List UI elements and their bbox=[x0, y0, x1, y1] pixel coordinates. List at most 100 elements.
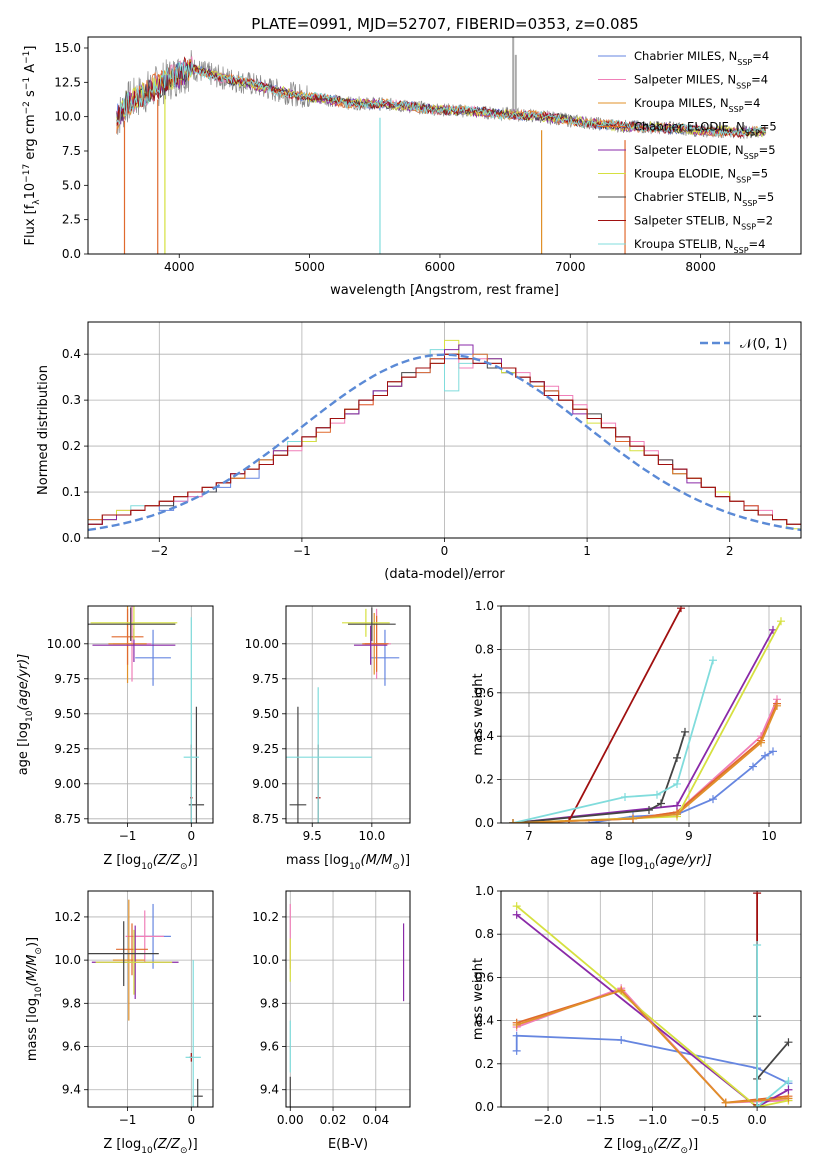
x-tick-label: −1.5 bbox=[586, 1113, 615, 1127]
residual-histogram-panel: −2 −1 0 1 2 0.0 0.1 0.2 0.3 0.4 (data-model)/error… bbox=[36, 321, 802, 582]
weight-line-chabrier_stelib bbox=[512, 731, 686, 823]
label-part: 10 bbox=[642, 1146, 654, 1156]
weight-line-salpeter_elodie bbox=[516, 914, 789, 1107]
y-tick-label: 0.8 bbox=[475, 642, 494, 656]
plot-area bbox=[88, 899, 203, 1107]
y-tick-label: 10.2 bbox=[54, 910, 81, 924]
y-tick-label: 10.00 bbox=[245, 637, 279, 651]
label-part: ] bbox=[23, 46, 38, 51]
y-tick-label: 0.0 bbox=[475, 1100, 494, 1114]
x-tick-label: −2.0 bbox=[533, 1113, 562, 1127]
weight-line-salpeter_elodie bbox=[512, 629, 774, 823]
weight-marker bbox=[777, 617, 785, 626]
legend-value: =4 bbox=[744, 96, 761, 110]
legend-sub: SSP bbox=[734, 246, 749, 255]
weight-line-kroupa_stelib bbox=[756, 945, 790, 1107]
weight-marker bbox=[645, 805, 653, 814]
label-part: age [log bbox=[16, 722, 31, 775]
y-tick-label: 5.0 bbox=[62, 178, 81, 192]
x-tick-label: 7000 bbox=[555, 260, 586, 274]
legend-sub: SSP bbox=[736, 81, 751, 90]
y-tick-label: 10.0 bbox=[54, 953, 81, 967]
plot-frame bbox=[285, 890, 411, 1108]
plot-frame bbox=[500, 890, 802, 1108]
legend-sub: SSP bbox=[737, 58, 752, 67]
y-tick-label: 9.75 bbox=[252, 672, 279, 686]
y-tick-label: 9.6 bbox=[62, 1040, 81, 1054]
label-part: (Z/Z bbox=[153, 1137, 181, 1152]
y-axis-label: mass [log10(M/M⊙)] bbox=[25, 937, 44, 1061]
weight-marker bbox=[681, 727, 689, 736]
plot-frame bbox=[87, 605, 214, 824]
model-spectrum-kroupa_elodie bbox=[116, 62, 766, 138]
x-axis-label: wavelength [Angstrom, rest frame] bbox=[330, 283, 559, 298]
x-axis-label: mass [log10(M/M⊙)] bbox=[286, 853, 410, 872]
legend-value: =4 bbox=[751, 73, 768, 87]
y-tick-label: 12.5 bbox=[54, 75, 81, 89]
legend-entry: Chabrier STELIB, NSSP=5 bbox=[634, 190, 774, 208]
plot-area bbox=[286, 607, 400, 823]
weight-marker bbox=[509, 819, 517, 823]
x-tick-label: −2 bbox=[150, 544, 168, 558]
y-tick-label: 10.0 bbox=[54, 110, 81, 124]
y-tick-label: 0.3 bbox=[62, 393, 81, 407]
x-tick-label: 2 bbox=[726, 544, 734, 558]
label-part: −17 bbox=[22, 164, 32, 183]
normal-curve bbox=[88, 353, 801, 532]
label-part: (age/yr)] bbox=[16, 654, 31, 711]
label-part: λ bbox=[32, 199, 42, 205]
y-tick-label: 0.0 bbox=[62, 247, 81, 261]
x-axis-label: Z [log10(Z/Z⊙)] bbox=[103, 1137, 197, 1156]
x-tick-label: 1 bbox=[583, 544, 591, 558]
y-tick-label: 1.0 bbox=[475, 884, 494, 898]
y-tick-label: 0.1 bbox=[62, 485, 81, 499]
label-part: Z [log bbox=[604, 1137, 642, 1152]
y-tick-label: 0.6 bbox=[475, 686, 494, 700]
label-part: erg cm bbox=[23, 114, 38, 163]
label-part: Z [log bbox=[103, 853, 141, 868]
label-part: ⊙ bbox=[392, 862, 400, 872]
age-vs-mass-panel: 9.5 10.0 8.75 9.00 9.25 9.50 9.75 10.00 mass [lo… bbox=[245, 605, 411, 872]
weight-marker bbox=[673, 801, 681, 810]
legend-entry: 𝒩(0, 1) bbox=[740, 337, 787, 352]
x-axis-label: Z [log10(Z/Z⊙)] bbox=[103, 853, 197, 872]
y-tick-label: 9.50 bbox=[252, 707, 279, 721]
legend-value: =4 bbox=[749, 237, 766, 251]
y-axis-label: age [log10(age/yr)] bbox=[16, 654, 35, 776]
y-tick-label: 0.6 bbox=[475, 970, 494, 984]
weight-marker bbox=[769, 747, 777, 756]
legend-name: Chabrier ELODIE, N bbox=[634, 120, 745, 134]
y-tick-label: 0.0 bbox=[475, 816, 494, 830]
plot-frame bbox=[87, 36, 802, 255]
mass-weight-vs-metallicity-panel: −2.0 −1.5 −1.0 −0.5 0.0 0.0 0.2 0.4 0.6 0.8 1.0 mas… bbox=[471, 884, 802, 1156]
y-tick-label: 9.6 bbox=[260, 1040, 279, 1054]
weight-marker bbox=[512, 1046, 521, 1055]
label-part: )] bbox=[400, 853, 410, 868]
x-axis-label: E(B-V) bbox=[328, 1137, 368, 1152]
legend-value: =5 bbox=[760, 120, 777, 134]
label-part: mass [log bbox=[286, 853, 349, 868]
weight-marker bbox=[512, 910, 521, 919]
y-axis-label: Flux [fλ10−17 erg cm−2 s−1 A−1] bbox=[22, 46, 42, 246]
weight-line-kroupa_elodie bbox=[516, 905, 789, 1107]
y-tick-label: 0.2 bbox=[475, 1057, 494, 1071]
label-part: )] bbox=[688, 1137, 698, 1152]
y-tick-label: 10.00 bbox=[47, 637, 81, 651]
label-part: )] bbox=[25, 937, 40, 947]
y-tick-label: 0.4 bbox=[62, 347, 81, 361]
label-part: 10 bbox=[141, 1146, 153, 1156]
x-axis-label: age [log10(age/yr)] bbox=[590, 853, 712, 872]
y-tick-label: 7.5 bbox=[62, 144, 81, 158]
plot-area bbox=[512, 891, 793, 1107]
weight-line-kroupa_elodie bbox=[512, 620, 782, 823]
x-tick-label: 0 bbox=[441, 544, 449, 558]
legend-name: Salpeter MILES, N bbox=[634, 73, 736, 87]
y-tick-label: 9.00 bbox=[252, 777, 279, 791]
figure-title: PLATE=0991, MJD=52707, FIBERID=0353, z=0… bbox=[251, 15, 638, 33]
legend-sub: SSP bbox=[745, 128, 760, 137]
y-tick-label: 8.75 bbox=[54, 812, 81, 826]
plot-area bbox=[289, 903, 405, 1107]
legend-name: Salpeter STELIB, N bbox=[634, 214, 741, 228]
label-part: )] bbox=[188, 853, 198, 868]
weight-marker bbox=[749, 762, 757, 771]
